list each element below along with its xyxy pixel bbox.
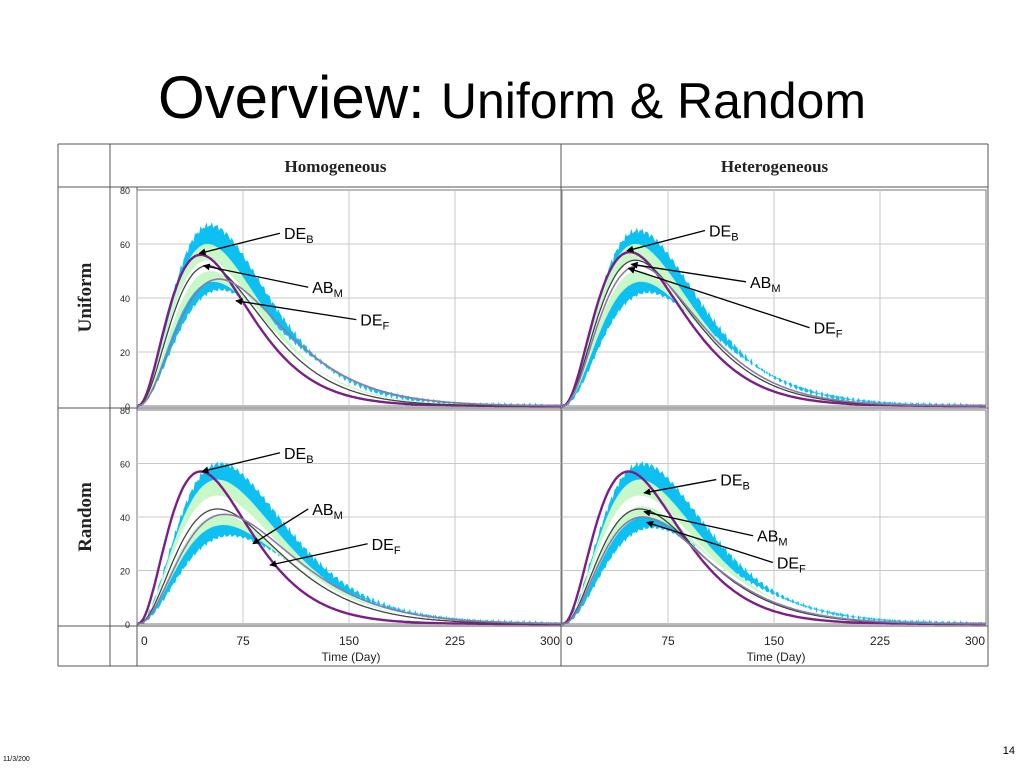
series-line-de-f [136, 278, 561, 407]
x-tick-label: 0 [141, 634, 148, 648]
annotation-arrow [201, 452, 281, 474]
y-tick-label: 80 [120, 406, 130, 416]
series-line-de-f [136, 513, 561, 625]
annotation-label-de-b: DEB [284, 446, 314, 466]
y-tick-label: 40 [120, 513, 130, 523]
x-tick-label: 225 [445, 634, 465, 648]
x-axis-title: Time (Day) [322, 650, 381, 664]
page-number: 14 [1002, 745, 1015, 757]
series-line-ab-m [136, 508, 561, 625]
annotation-arrow [198, 232, 281, 256]
annotation-arrow [643, 478, 717, 496]
band-outer [137, 222, 561, 406]
annotation-label-de-f: DEF [360, 313, 389, 333]
annotation-label-de-b: DEB [284, 226, 314, 246]
annotation-arrow [643, 509, 754, 537]
annotation-arrow [235, 298, 357, 321]
y-tick-label: 40 [120, 294, 130, 304]
annotation-arrow [626, 229, 706, 253]
annotation-label-de-f: DEF [777, 555, 806, 575]
title-main: Overview: [158, 64, 425, 131]
series-line-de-f [561, 516, 986, 625]
x-tick-label: 150 [764, 634, 784, 648]
y-tick-label: 80 [120, 186, 130, 196]
y-tick-label: 20 [120, 348, 130, 358]
annotation-arrow [269, 543, 368, 568]
slide-title: Overview: Uniform & Random [0, 58, 1024, 141]
annotation-arrow [630, 261, 747, 283]
series-line-de-b [136, 470, 561, 626]
band-mid [137, 244, 561, 406]
annotation-arrow [646, 520, 774, 564]
y-tick-label: 20 [120, 567, 130, 577]
col-header-heterogeneous: Heterogeneous [721, 157, 829, 176]
y-tick-label: 0 [125, 402, 130, 412]
row-header-uniform: Uniform [75, 263, 96, 333]
x-tick-label: 150 [339, 634, 359, 648]
band-core [137, 495, 561, 624]
x-axis-title: Time (Day) [747, 650, 806, 664]
x-tick-label: 300 [965, 634, 985, 648]
annotation-label-de-b: DEB [720, 473, 750, 493]
annotation-arrow [202, 263, 309, 288]
annotation-arrow [627, 266, 810, 329]
x-tick-label: 300 [540, 634, 560, 648]
footer-date: 11/3/200 [3, 756, 30, 763]
y-tick-label: 60 [120, 460, 130, 470]
row-header-random: Random [75, 482, 96, 552]
y-tick-label: 60 [120, 240, 130, 250]
annotation-label-de-f: DEF [814, 321, 843, 341]
x-tick-label: 75 [661, 634, 675, 648]
y-tick-label: 0 [125, 620, 130, 630]
title-sub: Uniform & Random [440, 73, 866, 129]
annotation-arrow [252, 508, 309, 545]
annotation-label-de-f: DEF [372, 537, 401, 557]
annotation-label-de-b: DEB [709, 224, 739, 244]
col-header-homogeneous: Homogeneous [285, 157, 387, 176]
x-tick-label: 0 [566, 634, 573, 648]
x-tick-label: 75 [236, 634, 250, 648]
x-tick-label: 225 [870, 634, 890, 648]
